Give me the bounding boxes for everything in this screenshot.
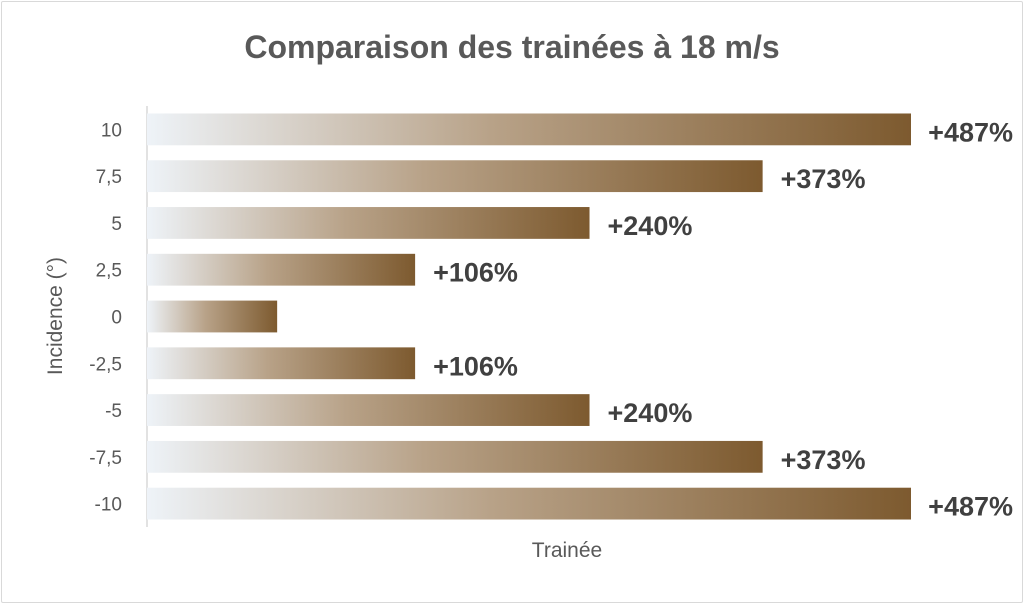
data-label: +487% (928, 492, 1013, 522)
y-tick-label: -10 (95, 495, 122, 516)
bars-group: 10 +487% 7,5 +373% 5 +240% 2,5 +106% 0 -2,5 +106% -… (89, 113, 1013, 522)
data-label: +373% (781, 164, 866, 194)
bar-8 (147, 487, 911, 520)
bar-2 (147, 207, 590, 239)
data-label: +240% (608, 211, 693, 241)
bar-5 (147, 347, 416, 380)
bar-1 (147, 160, 763, 193)
y-axis-title: Incidence (°) (44, 257, 67, 375)
data-label: +373% (781, 445, 866, 475)
bar-7 (147, 440, 763, 473)
y-tick-label: 7,5 (96, 167, 122, 188)
y-tick-label: -7,5 (89, 448, 122, 469)
bar-3 (147, 253, 416, 286)
y-tick-label: -5 (105, 401, 122, 422)
data-label: +106% (433, 351, 518, 381)
data-label: +487% (928, 117, 1013, 147)
bar-4 (147, 300, 278, 333)
y-tick-label: -2,5 (89, 354, 122, 375)
bar-6 (147, 394, 590, 426)
y-tick-label: 0 (111, 308, 122, 329)
x-axis-title: Trainée (532, 539, 602, 562)
chart-title: Comparaison des trainées à 18 m/s (244, 29, 779, 65)
y-tick-label: 10 (101, 120, 122, 141)
y-tick-label: 5 (111, 214, 122, 235)
y-tick-label: 2,5 (96, 261, 122, 282)
data-label: +106% (433, 258, 518, 288)
data-label: +240% (608, 398, 693, 428)
bar-0 (147, 113, 911, 146)
